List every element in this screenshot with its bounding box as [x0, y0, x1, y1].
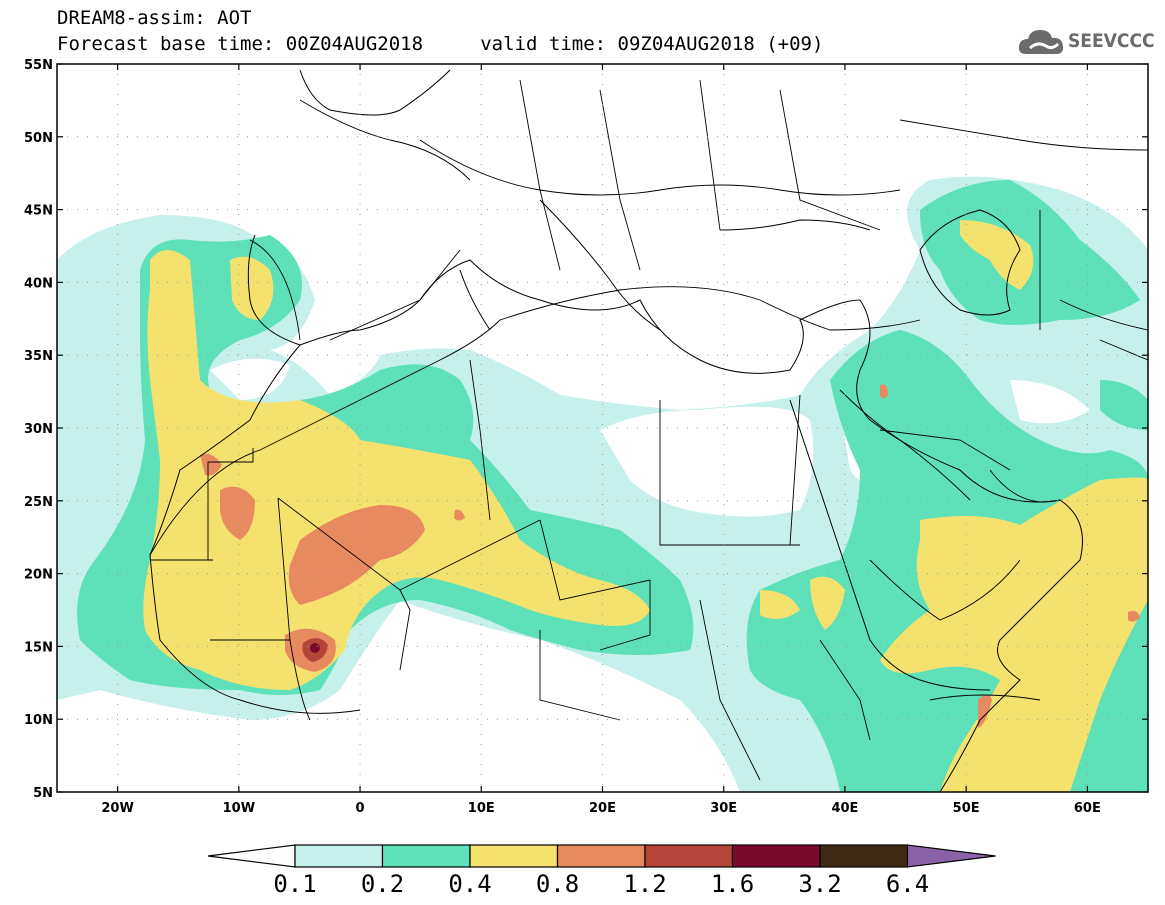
lat-tick-label: 45N — [24, 204, 53, 219]
colorbar-label: 0.1 — [273, 870, 317, 898]
colorbar-segment — [731, 844, 821, 868]
lat-tick-label: 20N — [24, 568, 53, 583]
lat-tick-label: 10N — [24, 713, 53, 728]
aot-level-0.4 — [143, 250, 651, 690]
colorbar-over-arrow — [906, 844, 996, 868]
colorbar-label: 6.4 — [885, 870, 930, 898]
lat-tick-label: 50N — [24, 131, 53, 146]
cloud-icon — [1018, 30, 1064, 54]
colorbar-segment — [469, 844, 559, 868]
colorbar-label: 0.8 — [535, 870, 580, 898]
lon-tick-label: 10E — [468, 801, 495, 816]
colorbar-segment — [819, 844, 909, 868]
aot-level-1.6 — [310, 643, 320, 653]
lon-tick-label: 20W — [101, 801, 133, 816]
lon-tick-label: 40E — [831, 801, 858, 816]
lon-tick-label: 60E — [1074, 801, 1101, 816]
colorbar-label: 0.4 — [448, 870, 492, 898]
colorbar-segment — [381, 844, 471, 868]
logo-text: SEEVCCC — [1068, 30, 1155, 52]
map-title: DREAM8-assim: AOT — [57, 7, 252, 29]
coastlines — [149, 69, 1083, 792]
lat-tick-label: 35N — [24, 349, 53, 364]
lat-tick-label: 5N — [33, 786, 53, 801]
colorbar — [207, 844, 996, 868]
lon-tick-label: 20E — [589, 801, 616, 816]
lon-tick-label: 30E — [710, 801, 737, 816]
lon-tick-label: 10W — [223, 801, 255, 816]
lat-tick-label: 25N — [24, 495, 53, 510]
lat-tick-label: 15N — [24, 640, 53, 655]
colorbar-segment — [294, 844, 384, 868]
colorbar-label: 1.6 — [710, 870, 755, 898]
lon-tick-label: 50E — [953, 801, 980, 816]
colorbar-under-arrow — [207, 844, 296, 868]
colorbar-segment — [556, 844, 646, 868]
aot-level-0.8 — [288, 505, 425, 605]
seevccc-logo: SEEVCCC — [1018, 24, 1158, 58]
colorbar-segment — [644, 844, 734, 868]
axis-ticks: 5N 10N 15N 20N 25N 30N 35N 40N 45N 50N 55N 20W 10W 0 1… — [24, 58, 1148, 816]
colorbar-label: 0.2 — [360, 870, 405, 898]
aot-level-0.1-south — [800, 700, 930, 792]
lon-tick-label: 0 — [356, 801, 365, 816]
lat-tick-label: 30N — [24, 422, 53, 437]
colorbar-label: 3.2 — [798, 870, 842, 898]
lat-tick-label: 40N — [24, 276, 53, 291]
lat-tick-label: 55N — [24, 58, 53, 73]
colorbar-label: 1.2 — [623, 870, 667, 898]
forecast-time-line: Forecast base time: 00Z04AUG2018 valid t… — [57, 33, 824, 55]
